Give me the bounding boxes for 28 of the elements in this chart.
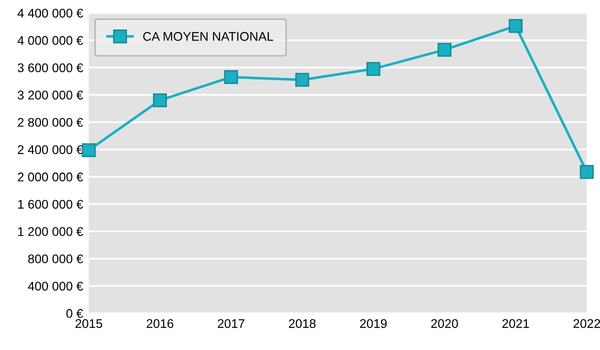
y-tick-label: 400 000 € [28, 282, 84, 291]
x-tick-label: 2020 [431, 319, 458, 328]
point [295, 72, 310, 87]
y-tick-label: 3 200 000 € [18, 90, 84, 100]
x-tick-label: 2017 [218, 319, 244, 328]
y-tick-label: 3 600 000 € [18, 63, 84, 72]
point [580, 165, 594, 179]
y-tick-label: 2 800 000 € [18, 118, 84, 127]
x-tick-label: 2016 [146, 319, 174, 328]
x-tick-label: 2022 [574, 319, 600, 328]
point [508, 18, 523, 33]
y-tick-label: 1 200 000 € [18, 227, 84, 236]
point [82, 143, 96, 158]
y-tick-label: 0 € [66, 309, 84, 318]
point [224, 70, 238, 84]
y-tick-label: 2 000 000 € [18, 172, 84, 182]
y-tick-label: 1 600 000 € [18, 200, 84, 209]
x-tick-label: 2021 [502, 319, 529, 328]
x-tick-label: 2019 [360, 319, 387, 328]
x-tick-label: 2018 [288, 319, 316, 328]
point [366, 62, 380, 76]
point [438, 42, 452, 57]
y-tick-label: 4 400 000 € [18, 8, 84, 18]
legend-label: CA MOYEN NATIONAL [143, 32, 274, 41]
point [153, 93, 167, 108]
x-tick-label: 2015 [76, 319, 102, 328]
y-tick-label: 4 000 000 € [18, 36, 84, 45]
y-tick-label: 800 000 € [28, 254, 84, 264]
